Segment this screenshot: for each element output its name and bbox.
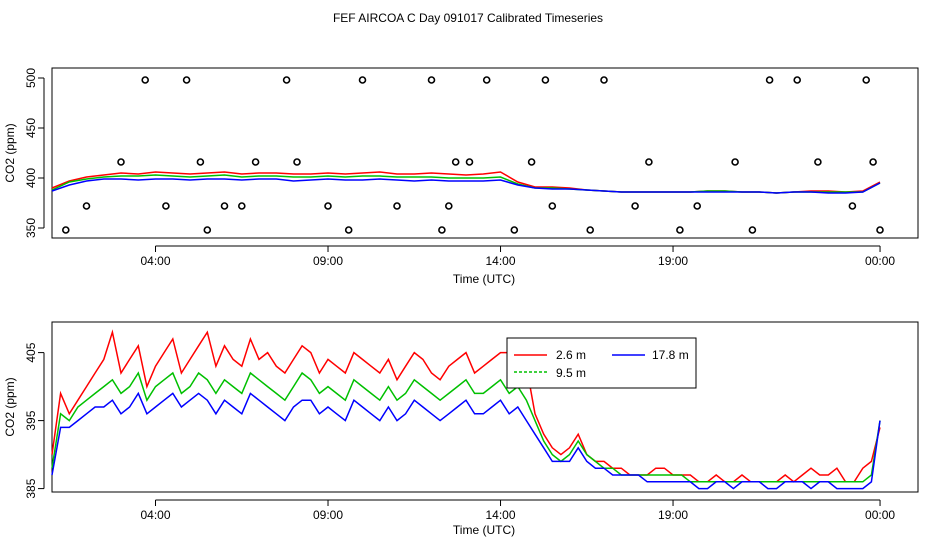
calibration-point [444,202,453,210]
calibration-point [848,202,857,210]
bottom-y-axis: 385 395 405 [24,342,45,499]
top-y-tick-label: 350 [24,218,38,238]
calibration-point [748,226,757,234]
calibration-point [731,158,739,166]
top-y-tick-label: 450 [24,118,38,138]
top-series-lines [51,171,881,194]
calibration-point [220,202,229,210]
top-y-axis: 350 400 450 500 [24,68,45,238]
legend-label-17-8m: 17.8 m [652,348,689,362]
legend-box [506,337,697,389]
chart-title: FEF AIRCOA C Day 091017 Calibrated Times… [333,11,603,25]
calibration-point [451,158,460,166]
calibration-point [282,76,291,84]
bottom-x-tick-label: 00:00 [865,508,895,522]
bottom-series-9-5-m [51,371,881,483]
calibration-point [62,226,70,234]
calibration-point [793,76,802,84]
top-x-tick-label: 00:00 [865,254,895,268]
top-series-9-5-m [51,174,881,194]
top-x-tick-label: 04:00 [140,254,170,268]
calibration-point [251,158,260,166]
calibration-point [676,226,684,234]
calibration-point [393,202,401,210]
calibration-point [527,158,536,166]
calibration-point [814,158,822,166]
calibration-point [510,226,519,234]
bottom-y-tick-label: 395 [24,410,38,430]
calibration-point [693,202,702,210]
panel-top: 04:00 09:00 14:00 19:00 00:00 350 400 450 500 T… [3,67,919,286]
calibration-point [631,202,639,210]
calibration-point [293,158,301,166]
bottom-y-tick-label: 385 [24,478,38,498]
calibration-point [182,76,191,84]
bottom-series-lines [51,329,881,490]
top-y-axis-label: CO2 (ppm) [3,123,17,182]
calibration-point [862,76,871,84]
legend-label-9-5m: 9.5 m [556,366,586,380]
calibration-point [869,158,877,166]
calibration-point [358,76,367,84]
top-series-17-8-m [51,178,881,194]
calibration-point [586,226,595,234]
bottom-y-tick-label: 405 [24,342,38,362]
bottom-x-tick-label: 09:00 [313,508,343,522]
calibration-point [765,76,774,84]
top-x-tick-label: 19:00 [658,254,688,268]
bottom-plot-frame [51,321,919,493]
bottom-x-tick-label: 04:00 [140,508,170,522]
top-y-tick-label: 500 [24,68,38,88]
calibration-point [438,226,446,234]
top-y-tick-label: 400 [24,168,38,188]
calibration-point [645,158,653,166]
calibration-point [117,158,125,166]
calibration-point [548,202,557,210]
bottom-x-axis: 04:00 09:00 14:00 19:00 00:00 [140,499,895,522]
calibration-point [141,76,149,84]
calibration-point [465,158,474,166]
top-series-2-6-m [51,171,881,194]
calibration-point [324,202,332,210]
top-calibration-points [62,76,884,234]
panel-bottom: 04:00 09:00 14:00 19:00 00:00 385 395 405 Time… [3,321,919,537]
bottom-y-axis-label: CO2 (ppm) [3,377,17,436]
calibration-point [482,76,491,84]
top-x-tick-label: 14:00 [486,254,516,268]
top-x-axis: 04:00 09:00 14:00 19:00 00:00 [140,245,895,268]
calibration-point [196,158,205,166]
calibration-point [427,76,436,84]
calibration-point [238,202,246,210]
bottom-x-tick-label: 19:00 [658,508,688,522]
calibration-point [541,76,550,84]
bottom-x-tick-label: 14:00 [486,508,516,522]
calibration-point [600,76,608,84]
calibration-point [876,226,884,234]
calibration-point [162,202,170,210]
bottom-x-axis-label: Time (UTC) [453,523,515,537]
calibration-point [203,226,212,234]
calibration-point [82,202,91,210]
calibration-point [344,226,353,234]
legend-label-2-6m: 2.6 m [556,348,586,362]
top-plot-frame [51,67,919,239]
bottom-series-2-6-m [51,329,881,483]
legend: 2.6 m 9.5 m 17.8 m [506,337,697,389]
top-x-axis-label: Time (UTC) [453,272,515,286]
bottom-series-17-8-m [51,391,881,490]
top-x-tick-label: 09:00 [313,254,343,268]
